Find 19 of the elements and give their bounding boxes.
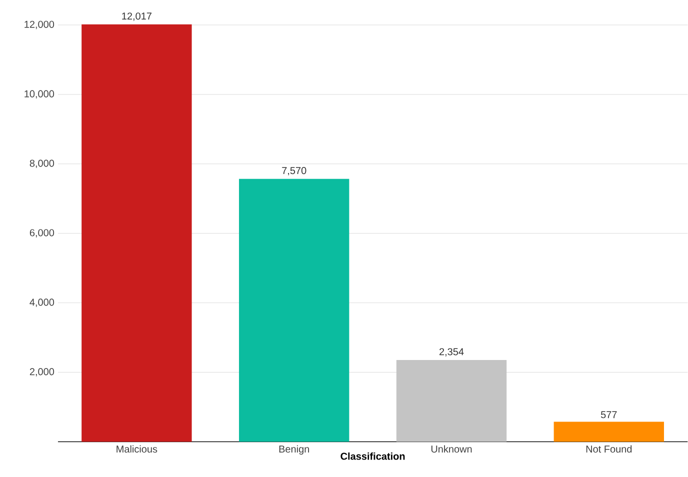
x-tick-label: Unknown <box>431 445 472 453</box>
data-label: 12,017 <box>122 12 152 21</box>
x-axis-title: Classification <box>340 452 405 460</box>
bar <box>554 422 664 442</box>
data-label: 577 <box>600 411 617 418</box>
y-tick-label: 8,000 <box>30 160 54 168</box>
bar <box>396 360 507 442</box>
x-tick-label: Benign <box>279 445 309 455</box>
y-tick-label: 12,000 <box>24 20 54 30</box>
y-tick-label: 4,000 <box>30 298 54 308</box>
y-tick-label: 6,000 <box>30 229 54 238</box>
y-tick-label: 2,000 <box>30 368 54 377</box>
data-label: 7,570 <box>282 167 306 176</box>
x-tick-label: Not Found <box>586 445 632 453</box>
bar <box>82 24 192 442</box>
x-tick-label: Malicious <box>116 445 158 453</box>
bar <box>238 178 350 442</box>
data-label: 2,354 <box>439 348 464 357</box>
y-tick-label: 10,000 <box>24 90 54 99</box>
